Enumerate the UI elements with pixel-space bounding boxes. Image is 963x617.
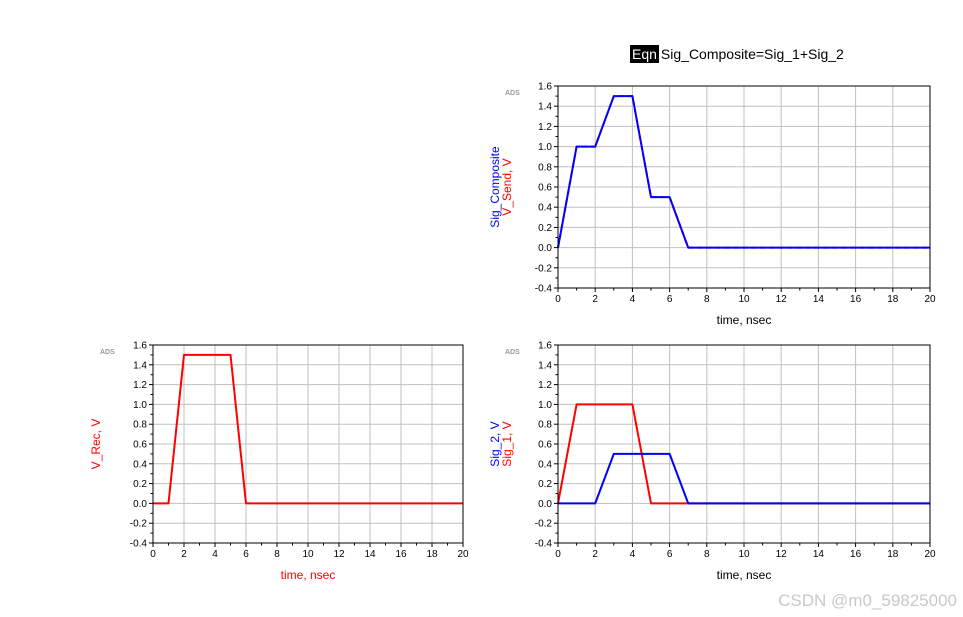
y-tick-label: 1.4 bbox=[538, 360, 552, 371]
series-line-1 bbox=[153, 353, 463, 505]
x-axis-label: time, nsec bbox=[717, 568, 772, 582]
x-tick-label: 16 bbox=[850, 549, 862, 560]
x-tick-label: 12 bbox=[333, 549, 345, 560]
x-tick-label: 14 bbox=[364, 549, 376, 560]
ads-badge: ADS bbox=[505, 90, 520, 97]
y-tick-label: -0.2 bbox=[535, 263, 553, 274]
ads-badge: ADS bbox=[505, 349, 520, 356]
y-tick-label: 1.4 bbox=[133, 360, 147, 371]
x-axis-label: time, nsec bbox=[281, 568, 336, 582]
x-tick-label: 18 bbox=[426, 549, 438, 560]
y-tick-label: 0.0 bbox=[538, 243, 552, 254]
x-tick-label: 16 bbox=[395, 549, 407, 560]
y-tick-label: 0.2 bbox=[538, 223, 552, 234]
x-tick-label: 6 bbox=[243, 549, 249, 560]
y-tick-label: 1.4 bbox=[538, 102, 552, 113]
y-tick-label: 0.4 bbox=[538, 203, 552, 214]
x-tick-label: 4 bbox=[630, 294, 636, 305]
x-tick-label: 0 bbox=[555, 549, 561, 560]
y-tick-label: 0.8 bbox=[538, 162, 552, 173]
x-tick-label: 8 bbox=[704, 549, 710, 560]
y-axis-label: V_Send, V bbox=[500, 158, 514, 215]
y-tick-label: 0.6 bbox=[538, 440, 552, 451]
x-tick-label: 8 bbox=[274, 549, 280, 560]
x-tick-label: 12 bbox=[776, 549, 788, 560]
x-tick-label: 14 bbox=[813, 294, 825, 305]
x-tick-label: 4 bbox=[630, 549, 636, 560]
y-tick-label: 1.0 bbox=[133, 400, 147, 411]
y-tick-label: 0.4 bbox=[538, 459, 552, 470]
chart-composite: 0 2 4 6 8 10 12 14 16 18 20 -0.4 -0.2 0.0 0.2 0.4 0.6 0.8… bbox=[488, 82, 936, 328]
x-axis-label: time, nsec bbox=[717, 313, 772, 327]
x-tick-label: 2 bbox=[592, 294, 598, 305]
x-tick-label: 0 bbox=[555, 294, 561, 305]
y-tick-label: 0.8 bbox=[133, 420, 147, 431]
series-line-2 bbox=[557, 95, 930, 249]
x-tick-label: 20 bbox=[924, 294, 936, 305]
y-tick-label: -0.2 bbox=[535, 519, 553, 530]
ads-badge: ADS bbox=[100, 349, 115, 356]
y-axis-label: Sig_Composite bbox=[488, 146, 502, 228]
plot-frame bbox=[557, 344, 931, 544]
y-tick-label: 0.2 bbox=[133, 479, 147, 490]
y-tick-label: 1.0 bbox=[538, 400, 552, 411]
x-tick-label: 2 bbox=[181, 549, 187, 560]
x-tick-label: 18 bbox=[887, 294, 899, 305]
y-tick-label: 0.4 bbox=[133, 459, 147, 470]
y-tick-label: -0.2 bbox=[130, 519, 148, 530]
x-tick-label: 0 bbox=[150, 549, 156, 560]
y-tick-label: -0.4 bbox=[130, 539, 148, 550]
x-tick-label: 4 bbox=[212, 549, 218, 560]
x-tick-label: 8 bbox=[704, 294, 710, 305]
y-axis-label: Sig_1, V bbox=[500, 421, 514, 466]
eqn-tag: Eqn bbox=[630, 45, 659, 63]
series-line-1 bbox=[557, 403, 930, 505]
chart-received: 0 2 4 6 8 10 12 14 16 18 20 -0.4 -0.2 0.0 0.2 0.4 0.6 0.8… bbox=[89, 341, 469, 583]
plot-frame bbox=[557, 85, 931, 289]
x-tick-label: 18 bbox=[887, 549, 899, 560]
plot-frame bbox=[152, 344, 464, 544]
y-tick-label: 0.0 bbox=[538, 499, 552, 510]
y-axis-label: Sig_2, V bbox=[488, 421, 502, 466]
x-tick-label: 6 bbox=[667, 549, 673, 560]
x-tick-label: 10 bbox=[302, 549, 314, 560]
y-tick-label: 1.6 bbox=[538, 82, 552, 93]
x-tick-label: 10 bbox=[738, 549, 750, 560]
y-axis-label: V_Rec, V bbox=[89, 419, 103, 470]
y-tick-label: 1.0 bbox=[538, 142, 552, 153]
x-tick-label: 12 bbox=[776, 294, 788, 305]
y-tick-label: 0.8 bbox=[538, 420, 552, 431]
x-tick-label: 16 bbox=[850, 294, 862, 305]
series-line-2 bbox=[558, 452, 930, 505]
x-tick-label: 20 bbox=[924, 549, 936, 560]
y-tick-label: 1.2 bbox=[538, 122, 552, 133]
x-tick-label: 6 bbox=[667, 294, 673, 305]
y-tick-label: 0.6 bbox=[538, 183, 552, 194]
y-tick-label: 1.2 bbox=[538, 380, 552, 391]
equation-text: Sig_Composite=Sig_1+Sig_2 bbox=[660, 46, 844, 62]
y-tick-label: 0.2 bbox=[538, 479, 552, 490]
y-tick-label: 0.6 bbox=[133, 440, 147, 451]
equation-label: Eqn Sig_Composite=Sig_1+Sig_2 bbox=[630, 45, 844, 63]
y-tick-label: -0.4 bbox=[535, 539, 553, 550]
chart-components: 0 2 4 6 8 10 12 14 16 18 20 -0.4 -0.2 0.0 0.2 0.4 0.6 0.8… bbox=[488, 341, 936, 583]
x-tick-label: 20 bbox=[457, 549, 469, 560]
y-tick-label: 1.6 bbox=[538, 341, 552, 352]
y-tick-label: -0.4 bbox=[535, 284, 553, 295]
x-tick-label: 10 bbox=[738, 294, 750, 305]
x-tick-label: 2 bbox=[592, 549, 598, 560]
y-tick-label: 0.0 bbox=[133, 499, 147, 510]
y-tick-label: 1.2 bbox=[133, 380, 147, 391]
watermark: CSDN @m0_59825000 bbox=[778, 591, 957, 610]
y-tick-label: 1.6 bbox=[133, 341, 147, 352]
x-tick-label: 14 bbox=[813, 549, 825, 560]
